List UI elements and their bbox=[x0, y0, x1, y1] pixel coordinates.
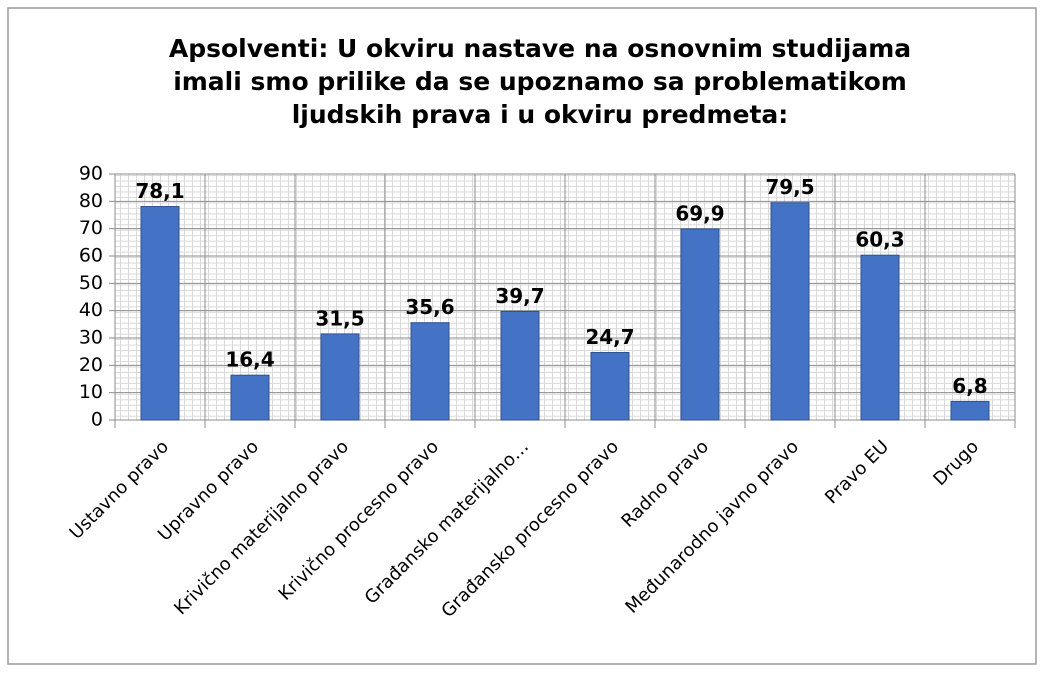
data-label: 39,7 bbox=[495, 284, 544, 308]
y-tick-label: 70 bbox=[79, 217, 103, 239]
bar bbox=[230, 374, 270, 421]
bar bbox=[860, 254, 900, 421]
y-tick-label: 60 bbox=[79, 245, 103, 267]
y-tick-label: 0 bbox=[91, 409, 103, 431]
bar bbox=[590, 351, 630, 421]
data-label: 60,3 bbox=[855, 228, 904, 252]
data-label: 31,5 bbox=[315, 306, 364, 330]
bar bbox=[500, 310, 540, 421]
bar bbox=[950, 400, 990, 421]
bar bbox=[680, 228, 720, 421]
y-tick-label: 40 bbox=[79, 299, 103, 321]
y-tick-label: 10 bbox=[79, 381, 103, 403]
chart-title: ljudskih prava i u okviru predmeta: bbox=[292, 100, 789, 129]
data-label: 6,8 bbox=[952, 374, 987, 398]
bar bbox=[320, 333, 360, 421]
bar bbox=[410, 322, 450, 421]
chart-title: imali smo prilike da se upoznamo sa prob… bbox=[173, 67, 907, 96]
y-tick-label: 90 bbox=[79, 163, 103, 185]
y-tick-label: 20 bbox=[79, 354, 103, 376]
bar bbox=[140, 206, 180, 421]
y-tick-label: 80 bbox=[79, 190, 103, 212]
chart-title: Apsolventi: U okviru nastave na osnovnim… bbox=[169, 34, 911, 63]
data-label: 79,5 bbox=[765, 175, 814, 199]
bar bbox=[770, 202, 810, 421]
y-tick-label: 50 bbox=[79, 272, 103, 294]
data-label: 78,1 bbox=[135, 179, 184, 203]
data-label: 24,7 bbox=[585, 325, 634, 349]
y-tick-label: 30 bbox=[79, 327, 103, 349]
data-label: 16,4 bbox=[225, 348, 274, 372]
data-label: 69,9 bbox=[675, 201, 724, 225]
data-label: 35,6 bbox=[405, 295, 454, 319]
